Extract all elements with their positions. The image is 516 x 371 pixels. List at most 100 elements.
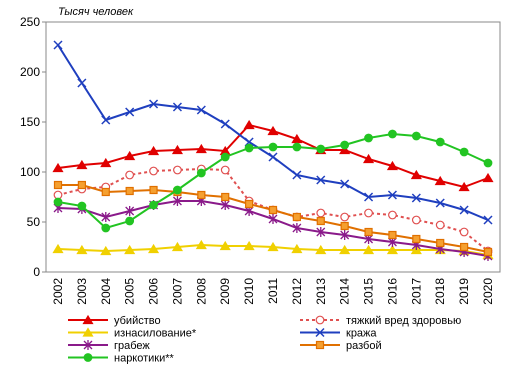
data-point [292,212,301,222]
legend-label: изнасилование* [114,328,197,340]
legend-label: убийство [114,315,161,327]
data-point [220,165,230,175]
y-tick-label: 50 [27,215,41,229]
data-point [196,105,206,115]
data-point [340,230,350,240]
data-point [101,115,111,125]
data-point [220,152,230,162]
data-point [125,206,135,216]
data-point [77,180,86,190]
data-point [171,144,184,155]
data-point [340,212,350,222]
y-tick-label: 250 [20,15,40,29]
data-point [483,158,493,168]
data-point [53,40,63,50]
legend-marker [315,340,325,350]
data-point [315,244,327,255]
data-point [76,244,88,255]
data-point [482,172,494,183]
data-point [149,166,158,176]
data-point [244,143,254,153]
data-point [147,243,160,254]
legend-label: разбой [346,340,382,352]
data-point [77,201,87,211]
x-tick-label: 2012 [290,278,304,305]
data-point [149,185,158,195]
x-tick-label: 2004 [99,278,113,305]
data-point [412,234,421,244]
data-point [292,223,302,233]
data-point [125,170,135,180]
x-tick-label: 2019 [457,278,471,305]
data-point [362,153,375,164]
legend-marker [83,340,93,350]
data-point [459,147,469,157]
data-point [388,129,397,139]
data-point [76,159,88,170]
legend-marker [83,353,93,362]
data-point [387,190,397,200]
data-point [411,215,421,225]
x-tick-label: 2011 [266,278,280,304]
data-point [340,140,350,150]
x-tick-label: 2008 [194,278,208,305]
data-point [77,78,87,88]
data-point [386,244,399,255]
legend-label: кража [346,328,377,340]
data-point [173,165,182,175]
data-point [100,245,112,256]
data-point [172,196,182,206]
legend-label: наркотики** [114,353,175,365]
data-point [364,133,373,143]
x-tick-label: 2020 [481,278,495,305]
data-point [101,212,111,222]
legend-marker [82,314,94,325]
x-tick-label: 2014 [338,278,352,305]
plot-frame [45,21,501,273]
data-point [435,220,445,230]
data-point [267,125,279,136]
x-tick-label: 2013 [314,278,328,305]
x-tick-label: 2016 [385,278,399,305]
x-tick-label: 2018 [433,278,447,305]
data-point [316,216,325,226]
data-point [316,175,326,185]
data-point [196,168,206,178]
legend-label: тяжкий вред здоровью [346,315,461,327]
y-tick-label: 0 [33,265,40,279]
legend-label: грабеж [114,340,150,352]
data-point [386,160,399,171]
data-point [340,179,350,189]
data-point [149,200,158,210]
data-point [243,240,255,251]
data-point [220,200,230,210]
data-point [125,186,134,196]
data-point [124,244,136,255]
data-point [268,142,278,152]
x-tick-label: 2005 [123,278,137,305]
data-point [101,187,110,197]
data-point [316,208,326,218]
data-point [364,208,373,218]
data-point [434,175,446,186]
data-point [197,190,206,200]
data-point [268,152,278,162]
data-point [267,241,279,252]
data-point [291,243,303,254]
data-point [101,223,111,233]
data-point [52,162,64,173]
y-tick-label: 200 [20,65,40,79]
x-tick-label: 2007 [170,278,184,305]
y-tick-label: 100 [20,165,40,179]
data-point [195,239,207,250]
data-point [483,247,493,257]
data-point [291,133,303,144]
data-point [245,199,254,209]
data-point [219,240,231,251]
x-tick-label: 2002 [51,278,65,305]
legend-marker [315,315,325,325]
data-point [388,210,397,220]
data-point [52,243,64,254]
data-point [483,215,493,225]
